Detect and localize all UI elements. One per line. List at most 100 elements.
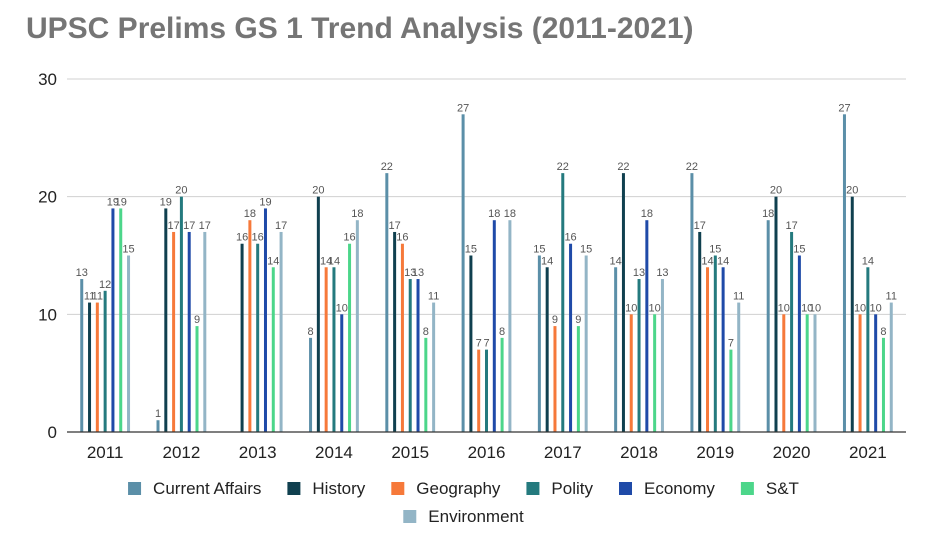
data-label: 19 bbox=[115, 196, 127, 208]
data-label: 7 bbox=[476, 338, 482, 350]
bar bbox=[164, 208, 168, 432]
bar bbox=[805, 314, 809, 432]
bar bbox=[813, 314, 817, 432]
bar bbox=[576, 326, 580, 432]
bar bbox=[408, 279, 412, 432]
bar bbox=[103, 290, 107, 432]
data-label: 15 bbox=[580, 244, 592, 256]
data-label: 11 bbox=[428, 291, 439, 303]
data-label: 18 bbox=[351, 208, 363, 220]
x-tick-label: 2011 bbox=[87, 443, 124, 462]
x-tick-label: 2012 bbox=[162, 443, 200, 462]
bar bbox=[324, 267, 328, 432]
data-label: 8 bbox=[307, 326, 313, 338]
data-label: 22 bbox=[617, 161, 629, 173]
x-tick-label: 2017 bbox=[544, 443, 582, 462]
bar bbox=[537, 255, 541, 432]
data-label: 13 bbox=[633, 267, 645, 279]
data-label: 17 bbox=[167, 220, 179, 232]
data-label: 16 bbox=[236, 232, 248, 244]
data-label: 10 bbox=[625, 302, 637, 314]
bar bbox=[385, 173, 389, 432]
data-label: 15 bbox=[465, 244, 477, 256]
data-label: 18 bbox=[244, 208, 256, 220]
data-label: 10 bbox=[336, 302, 348, 314]
bar bbox=[248, 220, 252, 432]
data-label: 14 bbox=[267, 255, 279, 267]
data-label: 8 bbox=[423, 326, 429, 338]
x-tick-label: 2019 bbox=[696, 443, 734, 462]
x-tick-label: 2014 bbox=[315, 443, 353, 462]
data-label: 11 bbox=[886, 291, 897, 303]
bar bbox=[340, 314, 344, 432]
bar bbox=[172, 231, 176, 432]
bar bbox=[432, 302, 436, 432]
data-label: 11 bbox=[92, 291, 103, 303]
data-label: 17 bbox=[389, 220, 401, 232]
bar bbox=[766, 220, 770, 432]
data-label: 20 bbox=[846, 185, 858, 197]
data-label: 17 bbox=[694, 220, 706, 232]
bar bbox=[850, 196, 854, 432]
bar bbox=[508, 220, 512, 432]
data-label: 10 bbox=[801, 302, 813, 314]
bar bbox=[889, 302, 893, 432]
data-label: 13 bbox=[404, 267, 416, 279]
legend-label: Economy bbox=[644, 479, 715, 498]
data-label: 18 bbox=[762, 208, 774, 220]
data-label: 19 bbox=[259, 196, 271, 208]
data-label: 1 bbox=[155, 408, 161, 420]
legend-swatch bbox=[740, 482, 754, 495]
bar bbox=[500, 337, 504, 432]
data-label: 10 bbox=[854, 302, 866, 314]
legend-label: Environment bbox=[428, 507, 524, 526]
data-label: 10 bbox=[809, 302, 821, 314]
bar bbox=[187, 231, 191, 432]
data-label: 12 bbox=[99, 279, 111, 291]
data-label: 14 bbox=[610, 255, 622, 267]
y-tick-label: 10 bbox=[38, 305, 57, 324]
bar bbox=[485, 349, 488, 432]
data-label: 17 bbox=[183, 220, 195, 232]
bar bbox=[874, 314, 878, 432]
bar bbox=[713, 255, 717, 432]
chart-title: UPSC Prelims GS 1 Trend Analysis (2011-2… bbox=[26, 12, 694, 45]
x-tick-label: 2015 bbox=[391, 443, 429, 462]
legend-swatch bbox=[403, 510, 417, 523]
bar bbox=[569, 243, 573, 432]
bar bbox=[881, 337, 885, 432]
bar bbox=[690, 173, 694, 432]
bar bbox=[316, 196, 320, 432]
bar bbox=[797, 255, 801, 432]
data-label: 15 bbox=[793, 244, 805, 256]
bar bbox=[348, 243, 352, 432]
data-label: 15 bbox=[709, 244, 721, 256]
bar bbox=[790, 231, 794, 432]
data-label: 14 bbox=[862, 255, 874, 267]
legend-swatch bbox=[391, 482, 405, 495]
legend-swatch bbox=[619, 482, 633, 495]
x-tick-label: 2016 bbox=[468, 443, 506, 462]
bar bbox=[492, 220, 496, 432]
data-label: 10 bbox=[870, 302, 882, 314]
data-label: 11 bbox=[733, 291, 744, 303]
data-label: 16 bbox=[343, 232, 355, 244]
data-label: 16 bbox=[564, 232, 576, 244]
x-tick-label: 2018 bbox=[620, 443, 658, 462]
bar bbox=[469, 255, 473, 432]
bar bbox=[653, 314, 657, 432]
bar bbox=[645, 220, 649, 432]
legend-label: Current Affairs bbox=[153, 479, 261, 498]
data-label: 20 bbox=[770, 185, 782, 197]
data-label: 20 bbox=[312, 185, 324, 197]
bar bbox=[561, 173, 565, 432]
bar bbox=[774, 196, 778, 432]
y-tick-label: 0 bbox=[48, 423, 57, 442]
data-label: 14 bbox=[328, 255, 340, 267]
bar bbox=[393, 231, 397, 432]
data-label: 15 bbox=[533, 244, 545, 256]
data-label: 8 bbox=[880, 326, 886, 338]
data-label: 13 bbox=[76, 267, 88, 279]
bar bbox=[545, 267, 549, 432]
